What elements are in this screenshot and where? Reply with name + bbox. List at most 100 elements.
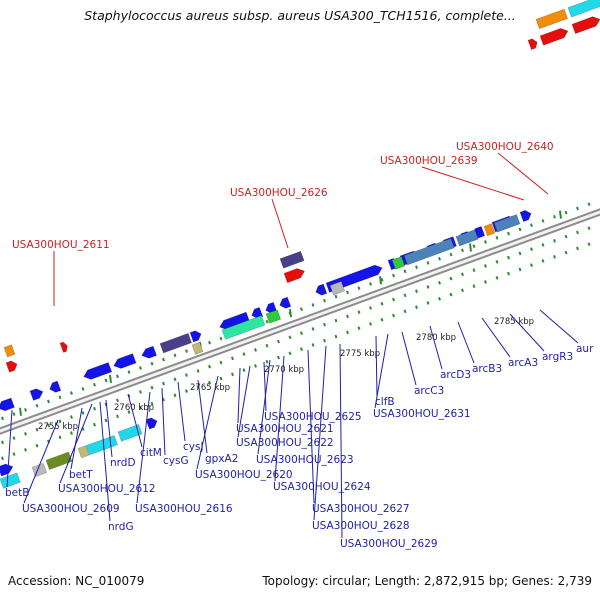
- tick-mark: [495, 235, 499, 240]
- tick-mark: [576, 246, 579, 251]
- gene-feature: [265, 309, 282, 324]
- gene-feature: [0, 397, 15, 412]
- gene-feature: [83, 362, 113, 380]
- gene-feature: [45, 451, 73, 470]
- tick-mark: [541, 219, 545, 223]
- tick-mark: [507, 231, 510, 236]
- gene-label: cysJ: [183, 441, 204, 453]
- tick-mark: [219, 336, 223, 341]
- tick-mark: [369, 306, 372, 310]
- tick-mark: [426, 261, 430, 265]
- leader-line: [401, 331, 417, 386]
- tick-mark: [346, 330, 349, 335]
- gene-feature: [5, 360, 18, 373]
- tick-mark: [162, 357, 165, 362]
- gene-label: USA300HOU_2626: [230, 187, 328, 199]
- leader-line: [421, 166, 525, 201]
- tick-mark: [288, 351, 292, 356]
- gene-label: nrdD: [110, 457, 136, 469]
- leader-line: [59, 403, 93, 484]
- major-tick: [289, 309, 292, 318]
- gene-feature: [527, 38, 538, 51]
- tick-mark: [185, 389, 188, 393]
- leader-line: [196, 375, 219, 470]
- leader-line: [23, 419, 59, 504]
- tick-mark: [81, 411, 85, 415]
- tick-mark: [403, 309, 407, 314]
- gene-feature: [455, 229, 479, 247]
- tick-mark: [438, 296, 441, 301]
- tick-mark: [311, 303, 315, 307]
- gene-label: USA300HOU_2625: [264, 411, 362, 423]
- gene-label: USA300HOU_2628: [312, 520, 410, 532]
- leader-line: [237, 365, 251, 438]
- tick-mark: [507, 271, 510, 276]
- tick-mark: [93, 406, 96, 411]
- tick-mark: [449, 252, 453, 257]
- tick-mark: [70, 431, 73, 435]
- tick-mark: [449, 292, 453, 297]
- tick-mark: [254, 348, 257, 352]
- gene-feature: [221, 315, 266, 340]
- gene-label: USA300HOU_2611: [12, 239, 110, 251]
- tick-mark: [461, 272, 464, 277]
- tick-mark: [461, 288, 464, 293]
- leader-line: [457, 321, 475, 364]
- tick-mark: [219, 360, 223, 365]
- tick-mark: [219, 376, 223, 381]
- gene-feature: [141, 345, 157, 359]
- map-title: Staphylococcus aureus subsp. aureus USA3…: [84, 8, 516, 23]
- tick-mark: [587, 202, 591, 207]
- gene-label: USA300HOU_2639: [380, 155, 478, 167]
- kbp-label: 2775 kbp: [340, 349, 380, 359]
- tick-mark: [58, 395, 62, 400]
- tick-mark: [139, 390, 142, 394]
- tick-mark: [162, 381, 165, 386]
- tick-mark: [564, 210, 568, 215]
- leader-line: [257, 359, 271, 455]
- tick-mark: [93, 422, 96, 427]
- gene-label: USA300HOU_2620: [195, 469, 293, 481]
- gene-label: USA300HOU_2623: [256, 454, 354, 466]
- leader-line: [177, 381, 186, 442]
- gene-feature: [189, 330, 202, 343]
- tick-mark: [300, 331, 303, 335]
- tick-mark: [24, 408, 27, 412]
- tick-mark: [93, 382, 96, 387]
- gene-feature: [519, 209, 532, 222]
- tick-mark: [438, 280, 441, 285]
- tick-mark: [300, 347, 303, 351]
- tick-mark: [150, 385, 154, 390]
- gene-label: USA300HOU_2609: [22, 503, 120, 515]
- tick-mark: [507, 255, 510, 260]
- tick-mark: [426, 285, 430, 289]
- gene-label: USA300HOU_2612: [58, 483, 156, 495]
- tick-mark: [392, 273, 395, 278]
- tick-mark: [162, 397, 165, 402]
- leader-line: [263, 361, 267, 412]
- gene-feature: [315, 283, 328, 296]
- tick-mark: [392, 297, 395, 302]
- gene-label: betB: [5, 487, 29, 499]
- tick-mark: [116, 374, 119, 379]
- tick-mark: [518, 227, 522, 232]
- tick-mark: [150, 361, 154, 366]
- tick-mark: [12, 436, 16, 440]
- gene-label: arcA3: [508, 357, 538, 369]
- tick-mark: [530, 223, 533, 228]
- gene-feature: [493, 214, 521, 233]
- leader-line: [429, 325, 443, 370]
- gene-label: USA300HOU_2621: [236, 423, 334, 435]
- gene-feature: [3, 344, 16, 358]
- tick-mark: [564, 250, 568, 255]
- tick-mark: [587, 226, 591, 231]
- tick-mark: [392, 313, 395, 318]
- gene-label: betT: [69, 469, 93, 481]
- tick-mark: [472, 284, 476, 288]
- leader-line: [105, 399, 113, 458]
- kbp-label: 2755 kbp: [38, 422, 78, 432]
- tick-mark: [334, 294, 338, 299]
- gene-label: arcC3: [414, 385, 444, 397]
